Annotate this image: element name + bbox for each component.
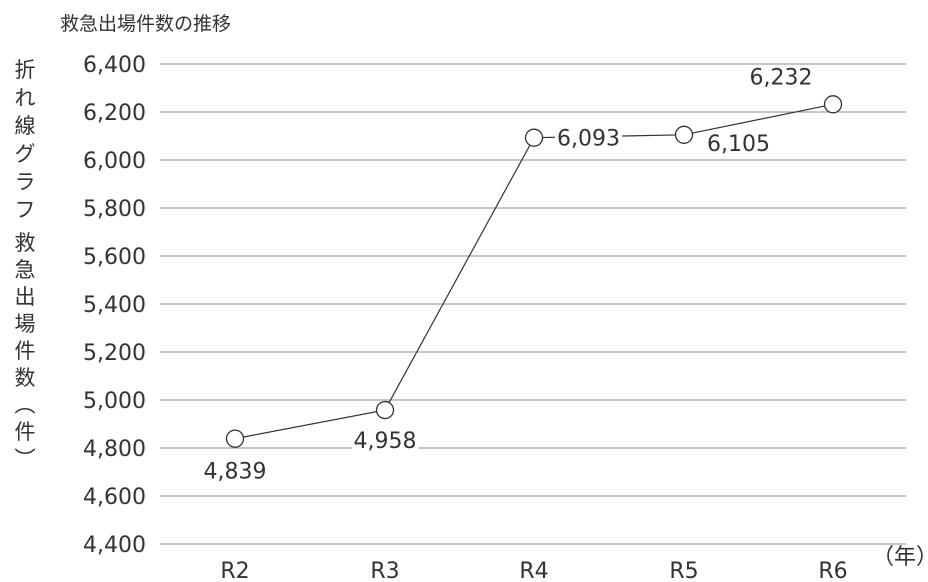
data-point	[375, 400, 395, 420]
y-axis-label-sub-char: 急	[15, 258, 36, 282]
y-axis-label-sub-char: 出	[15, 285, 36, 309]
y-axis-label-sub-char: 数	[15, 366, 36, 390]
y-axis-label-main-char: グ	[15, 142, 36, 166]
data-point	[823, 95, 843, 114]
data-labels: 4,839 4,958 6,093 6,105 6,232	[201, 65, 815, 485]
data-label-background	[201, 461, 269, 483]
y-tick-label: 6,000	[83, 149, 146, 174]
data-point	[225, 429, 245, 448]
y-tick-label: 5,000	[83, 389, 146, 414]
y-tick-label: 6,400	[83, 53, 146, 78]
y-tick-label: 5,400	[83, 293, 146, 318]
y-axis-label-sub-char: ︵	[15, 393, 36, 417]
y-axis-label-sub-char: 場	[15, 312, 36, 336]
y-axis-label-main-char: フ	[15, 198, 36, 222]
data-label: 6,093	[557, 127, 620, 152]
y-axis-label-main-char: 線	[15, 114, 36, 138]
y-tick-label: 5,800	[83, 197, 146, 222]
x-tick-label: R6	[818, 559, 847, 582]
y-tick-label: 5,600	[83, 245, 146, 270]
y-axis-label-main-char: ラ	[15, 170, 36, 194]
x-tick-label: R3	[370, 559, 399, 582]
data-label: 6,232	[750, 65, 813, 90]
x-tick-label: R2	[220, 559, 249, 582]
y-tick-labels: 4,400 4,600 4,800 5,000 5,200 5,400 5,600 5,800…	[83, 53, 146, 558]
y-tick-label: 4,400	[83, 533, 146, 558]
data-label-background	[555, 128, 622, 150]
y-axis-label-sub-char: ︶	[15, 447, 36, 471]
x-axis-unit: （年）	[872, 545, 928, 570]
data-label: 6,105	[707, 132, 770, 157]
y-axis-label-main-char: れ	[15, 86, 36, 110]
y-tick-label: 4,600	[83, 485, 146, 510]
y-axis-label-main-char: 折	[15, 58, 36, 82]
data-point	[674, 125, 694, 144]
y-tick-label: 4,800	[83, 437, 146, 462]
data-label-background	[351, 431, 419, 453]
y-axis-label-sub-char: 件	[15, 339, 36, 363]
chart-title: 救急出場件数の推移	[60, 13, 231, 35]
data-label: 4,839	[204, 460, 267, 485]
data-label: 4,958	[354, 429, 417, 454]
gridlines	[160, 63, 906, 545]
data-label-background	[747, 67, 815, 89]
data-label-background	[705, 133, 772, 155]
y-tick-label: 5,200	[83, 341, 146, 366]
y-axis-label-sub-char: 件	[15, 420, 36, 444]
y-tick-label: 6,200	[83, 101, 146, 126]
y-axis-label-sub-char: 救	[15, 231, 36, 255]
data-points	[225, 95, 843, 448]
x-tick-label: R4	[519, 559, 548, 582]
data-point	[524, 128, 544, 147]
x-tick-label: R5	[669, 559, 698, 582]
x-tick-labels: R2 R3 R4 R5 R6	[220, 559, 847, 582]
